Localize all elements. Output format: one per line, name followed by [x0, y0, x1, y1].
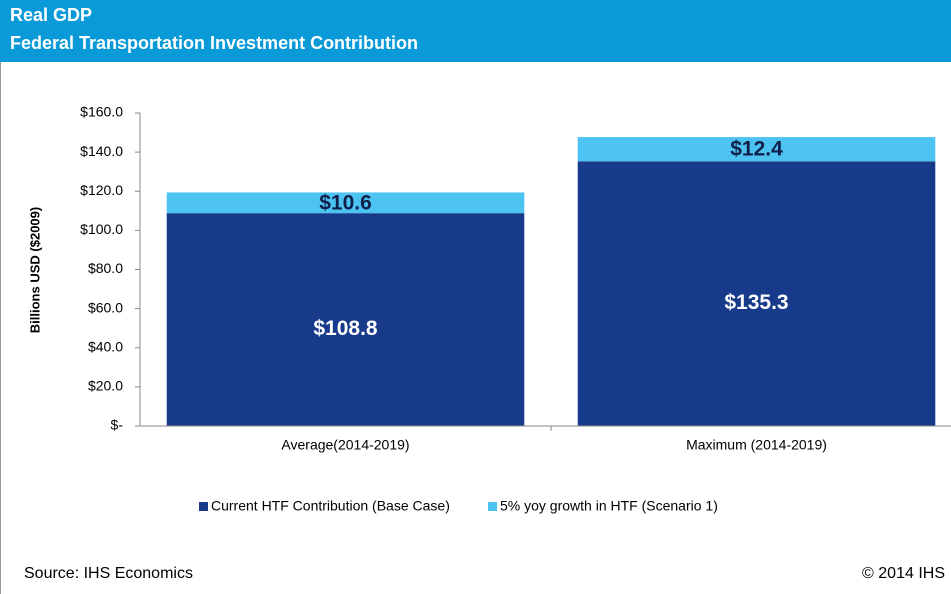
legend-label: Current HTF Contribution (Base Case) — [211, 498, 450, 514]
copyright: © 2014 IHS — [862, 565, 945, 582]
data-label: $12.4 — [730, 138, 783, 161]
data-label: $108.8 — [313, 317, 378, 340]
bar-segment — [577, 137, 936, 162]
legend-swatch — [488, 502, 497, 511]
y-tick-label: $140.0 — [80, 143, 123, 159]
y-tick-label: $- — [111, 417, 124, 433]
x-tick-label: Maximum (2014-2019) — [686, 437, 827, 453]
y-tick-label: $120.0 — [80, 182, 123, 198]
y-tick-label: $20.0 — [88, 378, 123, 394]
y-axis-title: Billions USD ($2009) — [27, 207, 42, 333]
y-tick-label: $80.0 — [88, 260, 123, 276]
y-tick-label: $160.0 — [80, 104, 123, 120]
bar-segment — [166, 213, 525, 426]
x-tick-label: Average(2014-2019) — [281, 437, 409, 453]
legend-label: 5% yoy growth in HTF (Scenario 1) — [500, 498, 718, 514]
bar-segment — [577, 161, 936, 426]
chart-title: Real GDP — [10, 5, 92, 25]
header-bar — [0, 0, 951, 62]
data-label: $135.3 — [724, 291, 788, 314]
source: Source: IHS Economics — [24, 565, 193, 582]
data-label: $10.6 — [319, 191, 372, 214]
chart-subtitle: Federal Transportation Investment Contri… — [10, 33, 418, 53]
y-tick-label: $100.0 — [80, 221, 123, 237]
bar-segment — [166, 192, 525, 214]
y-tick-label: $60.0 — [88, 299, 123, 315]
y-tick-label: $40.0 — [88, 338, 123, 354]
legend-swatch — [199, 502, 208, 511]
